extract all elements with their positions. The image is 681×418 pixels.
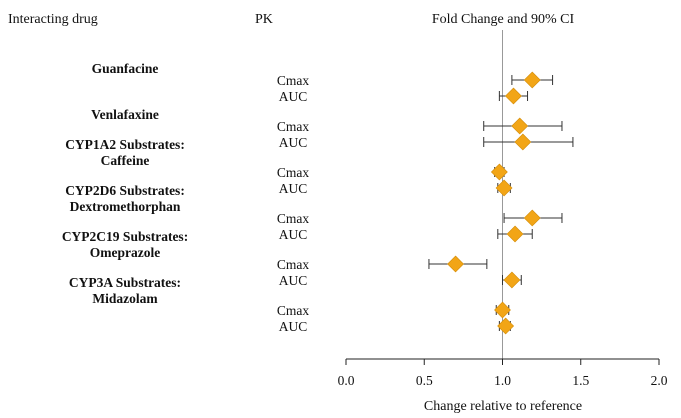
x-tick-label-4: 2.0 — [651, 373, 668, 388]
pk-label-4-0: Cmax — [277, 257, 309, 272]
pk-label-1-1: AUC — [279, 135, 308, 150]
pk-label-2-1: AUC — [279, 181, 308, 196]
estimate-marker-2-1 — [495, 179, 513, 197]
pk-label-0-1: AUC — [279, 89, 308, 104]
group-label-4-1: Omeprazole — [90, 245, 160, 260]
header-pk: PK — [255, 12, 273, 27]
x-axis-label: Change relative to reference — [424, 399, 582, 414]
group-label-2-1: Caffeine — [101, 153, 150, 168]
group-label-3-1: Dextromethorphan — [70, 199, 181, 214]
x-tick-label-1: 0.5 — [416, 373, 433, 388]
header-fold-change: Fold Change and 90% CI — [432, 12, 575, 27]
estimate-marker-1-1 — [514, 133, 532, 151]
x-tick-label-0: 0.0 — [338, 373, 355, 388]
pk-label-2-0: Cmax — [277, 165, 309, 180]
pk-label-3-0: Cmax — [277, 211, 309, 226]
x-ticks: 0.0 0.5 1.0 1.5 2.0 — [338, 359, 668, 388]
pk-label-1-0: Cmax — [277, 119, 309, 134]
estimate-marker-5-0 — [494, 301, 511, 319]
estimate-marker-0-1 — [505, 87, 522, 105]
estimate-marker-0-0 — [523, 71, 541, 89]
estimate-marker-4-0 — [447, 255, 464, 273]
estimate-marker-2-0 — [490, 163, 508, 181]
group-label-3-0: CYP2D6 Substrates: — [65, 183, 185, 198]
estimate-marker-3-1 — [506, 225, 524, 243]
pk-label-3-1: AUC — [279, 227, 308, 242]
pk-labels: CmaxAUCCmaxAUCCmaxAUCCmaxAUCCmaxAUCCmaxA… — [277, 73, 309, 334]
x-tick-label-3: 1.5 — [572, 373, 589, 388]
group-label-1-0: Venlafaxine — [91, 107, 159, 122]
group-label-4-0: CYP2C19 Substrates: — [62, 229, 188, 244]
group-label-2-0: CYP1A2 Substrates: — [65, 137, 185, 152]
header-interacting-drug: Interacting drug — [8, 12, 98, 27]
pk-label-0-0: Cmax — [277, 73, 309, 88]
estimate-marker-4-1 — [503, 271, 521, 289]
pk-label-5-0: Cmax — [277, 303, 309, 318]
estimate-marker-1-0 — [511, 117, 529, 135]
group-label-5-1: Midazolam — [92, 291, 158, 306]
x-tick-label-2: 1.0 — [494, 373, 511, 388]
estimate-rows — [428, 71, 574, 335]
group-label-5-0: CYP3A Substrates: — [69, 275, 181, 290]
pk-label-4-1: AUC — [279, 273, 308, 288]
group-label-0-0: Guanfacine — [92, 61, 159, 76]
estimate-marker-5-1 — [497, 317, 515, 335]
estimate-marker-3-0 — [523, 209, 541, 227]
pk-label-5-1: AUC — [279, 319, 308, 334]
